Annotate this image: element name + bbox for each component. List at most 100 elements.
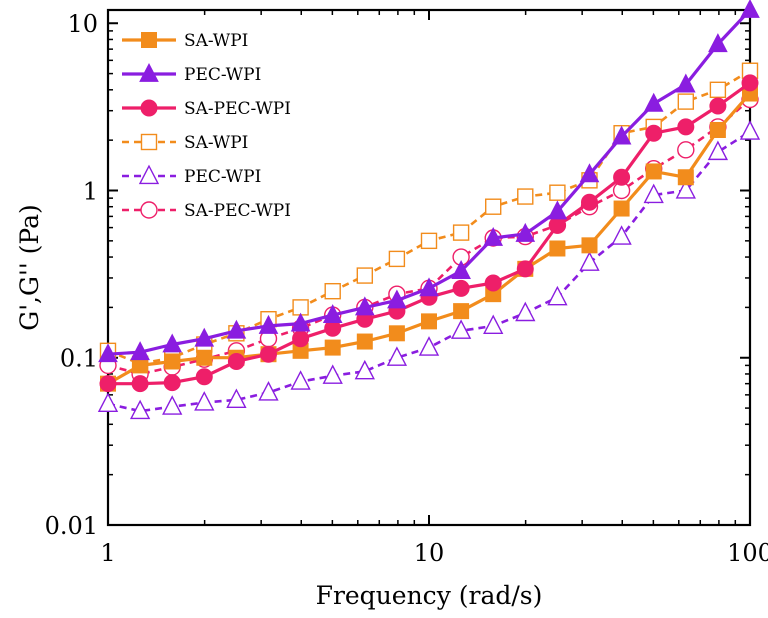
plot-frame [106, 8, 752, 527]
legend-marker [140, 201, 158, 219]
data-point [549, 184, 566, 201]
legend-marker [139, 63, 159, 82]
data-point [420, 232, 438, 250]
data-point [549, 240, 566, 257]
data-point [451, 260, 471, 279]
data-point [677, 118, 695, 136]
data-point [226, 319, 247, 339]
legend-item: SA-WPI [122, 133, 248, 153]
legend-item: SA-PEC-WPI [122, 201, 291, 221]
data-point [388, 250, 406, 268]
data-point [324, 282, 341, 300]
data-point [98, 343, 118, 363]
data-point [548, 216, 566, 234]
legend-item: PEC-WPI [122, 164, 261, 187]
legend-label: SA-WPI [184, 31, 248, 51]
data-point [129, 399, 151, 420]
data-point [581, 237, 598, 254]
legend-label: SA-PEC-WPI [184, 99, 291, 119]
data-point [516, 260, 534, 278]
data-point [739, 120, 761, 140]
data-point [483, 314, 504, 335]
data-point [97, 392, 119, 412]
legend-marker [140, 133, 158, 151]
data-point [675, 179, 696, 199]
x-tick-label: 100 [727, 539, 768, 567]
data-point [194, 327, 215, 347]
data-point [195, 368, 213, 386]
series-pec-wpi-loss [97, 120, 761, 420]
data-point [580, 193, 598, 211]
x-axis-title: Frequency (rad/s) [316, 581, 543, 610]
data-point [709, 121, 726, 138]
data-point [708, 33, 728, 53]
data-point [484, 274, 502, 292]
y-tick-label: 10 [67, 10, 98, 38]
data-point [452, 279, 470, 297]
data-point [418, 336, 440, 356]
data-point [452, 224, 470, 241]
data-point [259, 345, 277, 363]
data-point [547, 285, 568, 306]
data-point [707, 140, 729, 161]
y-tick-label: 0.01 [45, 512, 98, 540]
data-point [547, 200, 568, 220]
data-point [677, 141, 695, 159]
legend-label: PEC-WPI [184, 65, 261, 85]
data-point [386, 346, 408, 366]
data-point [324, 339, 341, 356]
legend-item: SA-PEC-WPI [122, 99, 291, 119]
x-tick-label: 10 [414, 539, 445, 567]
y-tick-label: 1 [83, 177, 98, 205]
data-point [675, 73, 696, 93]
data-point [709, 81, 727, 98]
data-point [99, 375, 117, 393]
legend-marker [141, 32, 157, 48]
series-pec-wpi-storage [98, 0, 760, 363]
data-point [579, 251, 600, 271]
data-point [611, 225, 632, 245]
data-point [132, 357, 149, 374]
data-point [322, 304, 343, 323]
data-point [421, 313, 437, 330]
data-point [354, 359, 375, 380]
data-point [292, 330, 310, 348]
legend-marker [140, 99, 158, 117]
data-point [517, 188, 534, 205]
data-point [196, 349, 213, 366]
data-point [322, 364, 343, 384]
data-point [643, 183, 664, 204]
data-point [130, 341, 150, 361]
data-point [579, 163, 600, 183]
data-point [741, 74, 759, 92]
data-point [354, 296, 375, 316]
data-point [645, 163, 662, 180]
legend-label: SA-PEC-WPI [184, 201, 291, 221]
legend-marker [138, 164, 160, 185]
y-axis-title: G',G'' (Pa) [15, 204, 44, 331]
data-point [227, 352, 245, 370]
data-point [611, 125, 632, 145]
legend-item: PEC-WPI [122, 63, 261, 85]
data-point [677, 93, 695, 110]
data-point [485, 198, 502, 215]
x-tick-label: 1 [100, 539, 115, 567]
data-point [388, 325, 405, 342]
data-point [419, 277, 439, 297]
data-point [740, 0, 760, 18]
data-point [645, 124, 663, 142]
data-point [258, 314, 279, 334]
data-point [677, 169, 694, 186]
data-point [163, 374, 181, 392]
data-point [515, 222, 536, 242]
data-point [613, 200, 630, 217]
data-point [131, 375, 149, 393]
y-tick-label: 0.1 [60, 345, 98, 373]
data-point [290, 370, 311, 390]
data-point [450, 319, 472, 339]
data-point [483, 227, 504, 246]
data-point [162, 333, 183, 353]
data-point [709, 97, 727, 115]
data-point [387, 289, 407, 309]
